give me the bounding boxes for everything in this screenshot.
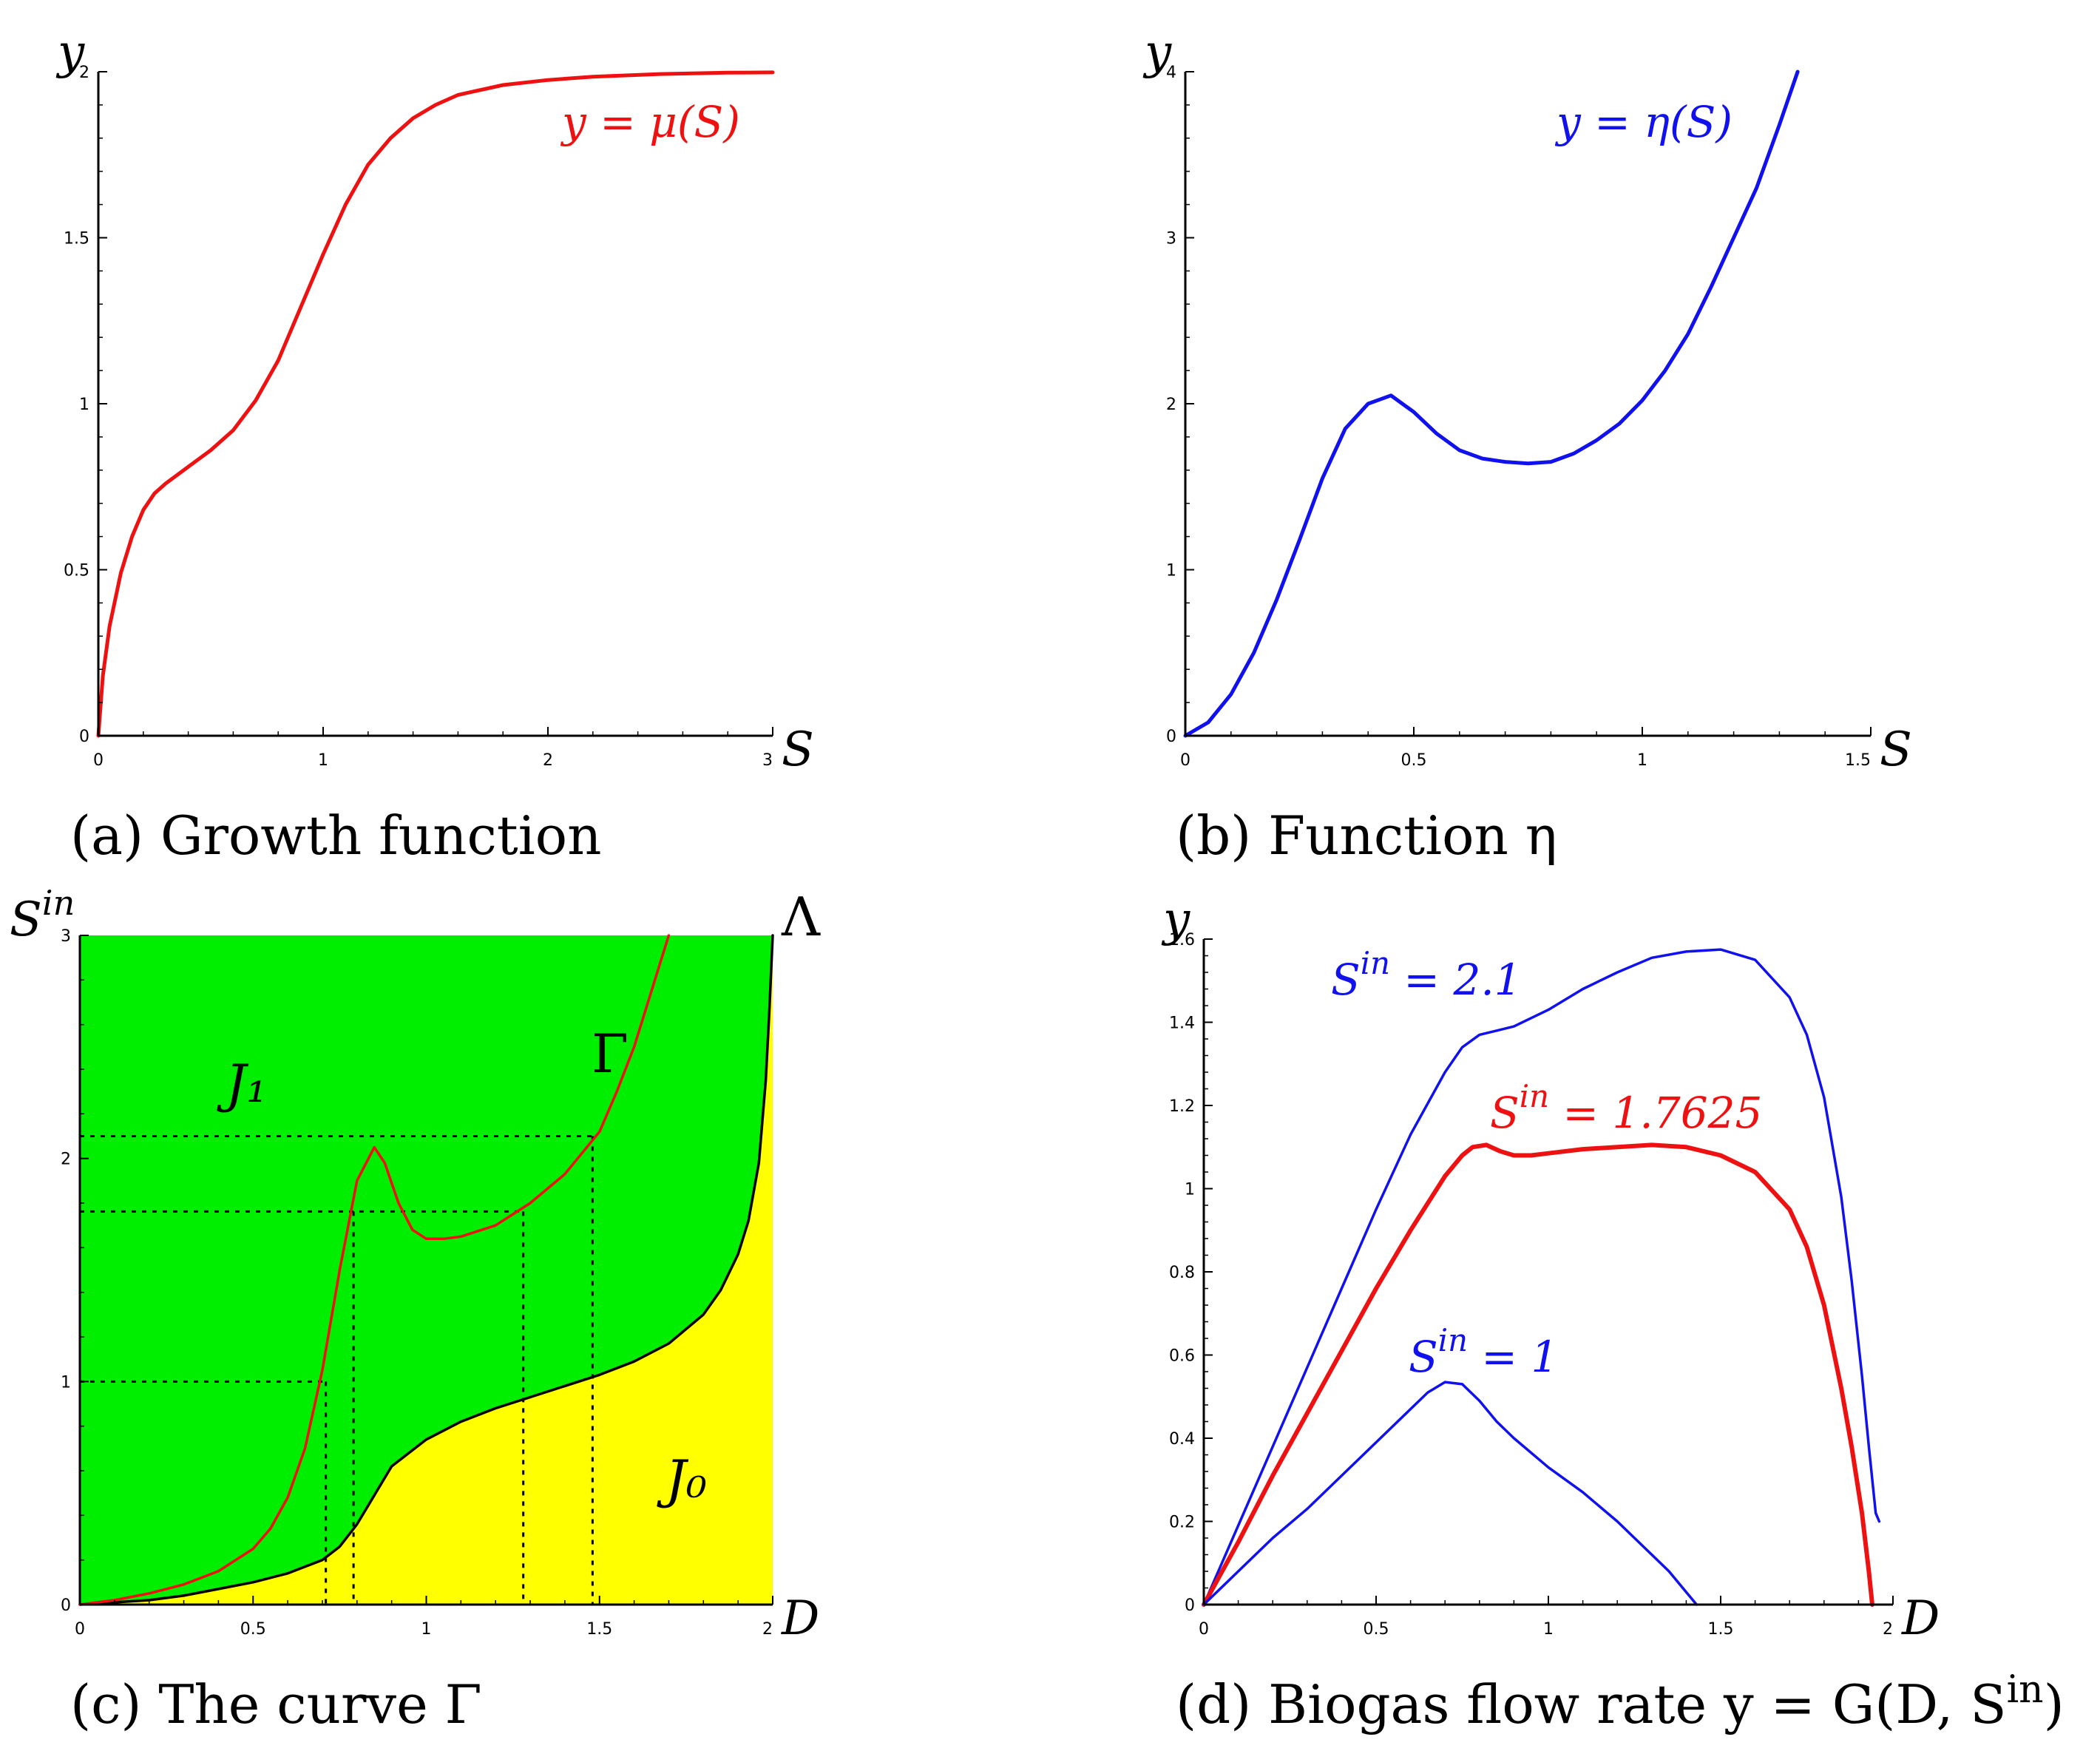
y-axis-label: Sin xyxy=(10,883,75,947)
x-tick-label: 2 xyxy=(762,1620,773,1639)
caption: (b) Function η xyxy=(1176,805,1557,867)
y-axis-label-main: S xyxy=(10,893,42,947)
caption-rest: ) xyxy=(2044,1673,2065,1735)
chart-b: 0 0.5 1 1.5 0 1 2 3 4 Sy (b) Function η y = η(S) xyxy=(1142,25,1912,867)
y-tick-label: 0.2 xyxy=(1169,1514,1195,1532)
series-label-0-main: S xyxy=(1331,955,1361,1005)
series-label-0-sup: in xyxy=(1361,945,1390,981)
y-tick-label: 2 xyxy=(79,64,89,82)
region-j0-label: J₀ xyxy=(657,1449,707,1510)
x-tick-label: 0.5 xyxy=(1401,751,1427,770)
y-tick-label: 2 xyxy=(1166,396,1176,414)
series-label-mu: y = μ(S) xyxy=(560,97,740,147)
series-line-b-0 xyxy=(1183,70,1800,738)
x-tick-label: 0 xyxy=(1199,1620,1209,1639)
y-tick-label: 1 xyxy=(1166,562,1176,580)
series-line-a-0 xyxy=(96,70,775,738)
series-line-c-1 xyxy=(78,934,671,1606)
x-tick-label: 0.5 xyxy=(1364,1620,1389,1639)
series-line-d-2 xyxy=(1202,1381,1698,1606)
x-axis-label: D xyxy=(1901,1591,1940,1646)
series-line-d-1 xyxy=(1202,1142,1874,1607)
y-tick-label: 0.6 xyxy=(1169,1347,1195,1366)
x-tick-label: 1.5 xyxy=(1708,1620,1734,1639)
series-label-2-sup: in xyxy=(1438,1322,1468,1358)
y-tick-label: 1.6 xyxy=(1169,931,1195,949)
y-tick-label: 0.8 xyxy=(1169,1264,1195,1282)
x-tick-label: 2 xyxy=(1883,1620,1893,1639)
series-label-2-main: S xyxy=(1409,1332,1438,1382)
series-label-eta: y = η(S) xyxy=(1554,97,1732,147)
y-tick-label: 0.5 xyxy=(64,562,89,580)
y-tick-label: 3 xyxy=(61,927,71,946)
y-tick-label: 0.4 xyxy=(1169,1430,1195,1449)
x-tick-label: 0 xyxy=(75,1620,85,1639)
y-tick-label: 1.5 xyxy=(64,230,89,248)
x-tick-label: 1 xyxy=(421,1620,432,1639)
caption-sup: in xyxy=(2007,1667,2044,1712)
lambda-label: Λ xyxy=(781,886,821,948)
series-label-1-sup: in xyxy=(1520,1078,1549,1114)
y-tick-label: 0 xyxy=(79,728,89,746)
x-tick-label: 0 xyxy=(93,751,104,770)
chart-c: 0 0.5 1 1.5 2 0 1 2 3 D Sin (c) The curve Γ J₁ J₀ Λ Γ xyxy=(10,883,821,1735)
x-tick-label: 0.5 xyxy=(240,1620,266,1639)
x-axis-label: D xyxy=(781,1591,819,1646)
x-axis-label: S xyxy=(1880,722,1912,777)
y-tick-label: 1.2 xyxy=(1169,1097,1195,1116)
gamma-label: Γ xyxy=(592,1023,629,1085)
region-j0-fill xyxy=(80,935,773,1605)
y-axis-label: y xyxy=(55,25,85,80)
y-tick-label: 3 xyxy=(1166,230,1176,248)
x-tick-label: 3 xyxy=(762,751,773,770)
x-axis-label: S xyxy=(782,722,814,777)
y-axis-label: y xyxy=(1161,893,1190,947)
x-tick-label: 0 xyxy=(1180,751,1190,770)
y-tick-label: 0 xyxy=(61,1596,71,1615)
y-tick-label: 1 xyxy=(61,1373,71,1392)
x-tick-label: 1 xyxy=(1543,1620,1554,1639)
series-label-1-main: S xyxy=(1490,1088,1520,1138)
series-line-d-0 xyxy=(1202,948,1881,1606)
series-label-1: Sin = 1.7625 xyxy=(1490,1078,1762,1138)
y-tick-label: 0 xyxy=(1166,728,1176,746)
series-label-2: Sin = 1 xyxy=(1409,1322,1558,1382)
caption: (c) The curve Γ xyxy=(70,1673,482,1735)
y-tick-label: 1 xyxy=(79,396,89,414)
y-axis-label: y xyxy=(1142,25,1172,80)
caption-main: (d) Biogas flow rate y = G(D, S xyxy=(1176,1673,2007,1735)
x-tick-label: 2 xyxy=(543,751,553,770)
region-j1-label: J₁ xyxy=(217,1054,267,1114)
series-label-2-rest: = 1 xyxy=(1468,1332,1558,1382)
series-label-1-rest: = 1.7625 xyxy=(1549,1088,1762,1138)
series-label-0: Sin = 2.1 xyxy=(1331,945,1522,1005)
y-axis-label-sup: in xyxy=(42,883,75,923)
series-line-c-0 xyxy=(78,934,774,1606)
x-tick-label: 1.5 xyxy=(586,1620,612,1639)
caption: (d) Biogas flow rate y = G(D, Sin) xyxy=(1176,1667,2065,1735)
series-label-0-rest: = 2.1 xyxy=(1390,955,1522,1005)
chart-d: 0 0.5 1 1.5 2 0 0.2 0.4 0.6 0.8 1 1.2 1.4 1.6 Dy (d) Bi… xyxy=(1161,893,2065,1735)
y-tick-label: 1 xyxy=(1185,1181,1195,1199)
y-tick-label: 0 xyxy=(1185,1596,1195,1615)
chart-a: 0 1 2 3 0 0.5 1 1.5 2 Sy (a) Growth function y = μ(… xyxy=(55,25,814,867)
x-tick-label: 1.5 xyxy=(1845,751,1871,770)
x-tick-label: 1 xyxy=(318,751,328,770)
y-tick-label: 2 xyxy=(61,1151,71,1169)
x-tick-label: 1 xyxy=(1637,751,1647,770)
y-tick-label: 1.4 xyxy=(1169,1015,1195,1033)
caption: (a) Growth function xyxy=(70,805,602,867)
y-tick-label: 4 xyxy=(1166,64,1176,82)
